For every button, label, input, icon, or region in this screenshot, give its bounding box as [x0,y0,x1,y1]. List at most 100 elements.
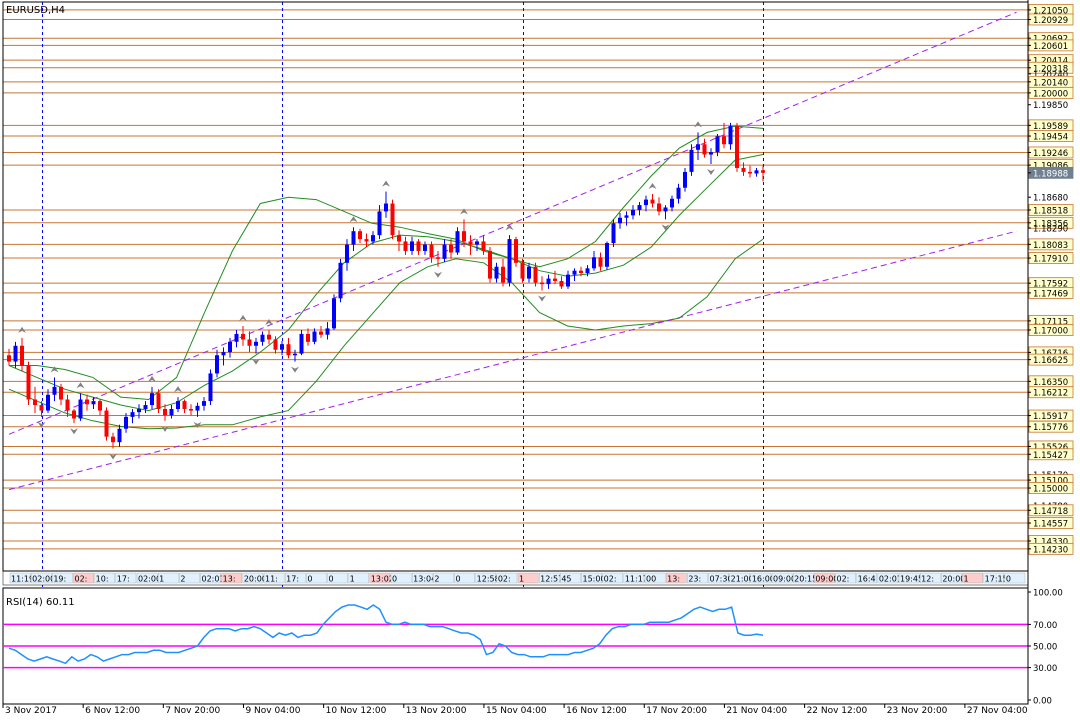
candle-body [741,167,746,172]
candle-body [20,345,24,366]
candle-body [598,257,603,267]
time-strip-label: 0 [329,575,334,584]
price-tick-label: 1.19246 [1033,149,1068,159]
candle [364,233,369,247]
candle-body [59,386,63,400]
fractal-up-marker [265,318,273,325]
candle [377,205,382,240]
candle [384,191,388,218]
price-tick-label: 1.17910 [1033,255,1068,265]
fractal-down-marker [193,421,202,428]
time-strip-label: 0 [392,575,397,584]
time-strip-label: 0 [307,575,312,584]
price-tick-label: 1.18988 [1033,169,1068,179]
candle-body [33,399,37,406]
candle [98,399,102,416]
candle [13,341,18,368]
candle-body [299,333,304,354]
time-axis[interactable]: 3 Nov 2017 6 Nov 12:00 7 Nov 20:00 9 Nov 04… [2,704,1028,716]
candle [722,122,726,149]
candle [455,227,460,255]
price-tick-label: 1.14718 [1033,507,1068,517]
candle-body [559,280,564,287]
time-strip-cell [221,572,243,584]
candle [91,397,96,409]
candle-body [124,416,128,429]
chart-frame [2,0,1029,704]
time-strip-label: 0 [456,575,461,584]
time-strip-label: 2 [434,575,439,584]
candle [345,239,349,271]
time-strip-label: 02:00 [138,575,161,584]
candle [715,133,720,157]
candle [579,266,583,277]
time-strip-label: 1 [159,575,164,584]
price-tick-label: 1.15776 [1033,423,1068,433]
time-strip-cell [835,572,856,584]
candle [618,213,622,229]
candle [52,377,57,402]
price-tick-label: 1.14230 [1033,545,1068,555]
time-strip-label: 02: [498,575,511,584]
time-strip-cell [517,572,539,584]
candle [280,341,284,356]
candle [468,235,473,255]
fractal-up-marker [50,366,59,373]
candle-body [728,126,733,145]
candle [306,328,310,346]
candle [351,227,356,251]
time-strip-label: 13: [223,575,236,584]
candle-body [689,149,694,172]
candle [143,401,148,413]
candle-body [85,399,89,405]
candle-body [514,239,518,263]
candle [572,268,577,281]
candle-body [683,171,687,188]
candle [267,329,271,345]
fractal-down-marker [538,295,546,302]
price-tick-label: 1.19086 [1033,162,1068,172]
price-tick-label: 1.19850 [1033,101,1068,111]
time-strip-cell [941,572,962,584]
candle-body [293,353,297,356]
candle [650,194,655,208]
price-axis[interactable]: 1.210501.209291.206921.206011.204141.203… [1028,0,1080,720]
time-strip-cell [983,572,1005,584]
time-strip-cell [115,572,137,584]
candle [501,258,505,287]
candle-body [26,365,31,400]
fractal-down-marker [291,366,299,373]
candle-body [260,334,265,342]
candle-body [761,170,765,173]
candle [631,205,635,220]
candle-body [663,207,668,212]
candle [663,205,668,220]
time-strip-cell [475,572,497,584]
time-strip-label: 02: [604,575,617,584]
candle [130,408,135,424]
time-strip-cell [898,572,920,584]
candle [403,236,408,255]
candle-body [436,257,440,259]
candle-body [735,126,739,168]
candle-body [592,257,596,269]
time-tick-label: 13 Nov 20:00 [406,706,467,716]
candle [507,235,512,287]
rsi-tick-label: 50.00 [1033,643,1057,653]
candle [761,165,765,182]
fractal-down-marker [707,169,715,176]
time-tick-label: 17 Nov 20:00 [646,706,707,716]
fractal-up-marker [349,216,358,223]
candle [566,270,570,289]
time-strip-cell [157,572,179,584]
time-tick-label: 23 Nov 20:00 [887,706,948,716]
price-tick-label: 1.15526 [1033,443,1068,453]
time-strip-label: 00 [646,575,656,584]
candle [319,326,323,338]
time-strip-cell [94,572,116,584]
time-strip-label: 19:45 [900,575,923,584]
candle [540,276,544,291]
time-strip-label: 2 [180,575,185,584]
